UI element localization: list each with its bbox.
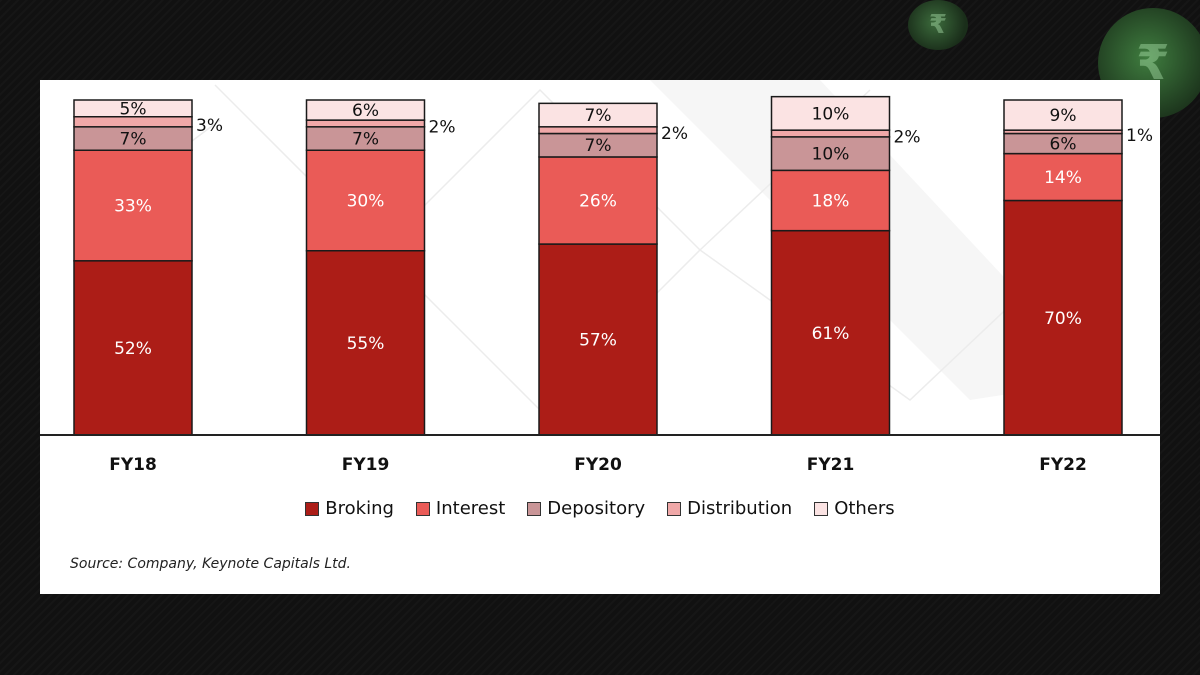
chart-panel: 52% 33% 7% 3% 5% 55% 30% 7% 2% 6% 57% 26% 7% 2% 7% 61% 1… [40,80,1160,594]
data-label-distribution-fy18: 3% [196,116,223,136]
bar-segment-broking-fy21 [770,229,891,436]
data-label-interest-fy22: 14% [1044,168,1082,188]
category-label-fy22: FY22 [1039,455,1087,475]
legend-item-depository: Depository [527,498,645,519]
stacked-bar-chart: 52% 33% 7% 3% 5% 55% 30% 7% 2% 6% 57% 26% 7% 2% 7% 61% 1… [40,80,1160,475]
legend-label-depository: Depository [547,498,646,519]
bar-segment-others-fy19 [305,99,426,121]
bar-segment-interest-fy19 [305,149,426,252]
data-label-broking-fy18: 52% [114,339,152,359]
rupee-coin-icon: ₹ [908,0,968,50]
legend-item-broking: Broking [305,498,394,519]
legend-label-distribution: Distribution [687,498,793,519]
legend-label-broking: Broking [325,498,394,519]
data-label-interest-fy19: 30% [347,192,385,212]
data-label-depository-fy20: 7% [585,136,612,156]
legend-label-interest: Interest [435,498,506,519]
data-label-broking-fy22: 70% [1044,309,1082,329]
data-label-others-fy21: 10% [812,104,850,124]
data-label-interest-fy20: 26% [579,192,617,212]
data-label-interest-fy21: 18% [812,192,850,212]
category-label-fy21: FY21 [807,455,855,475]
legend-item-others: Others [814,498,895,519]
data-label-broking-fy20: 57% [579,331,617,351]
bar-segment-distribution-fy20 [538,126,658,135]
bar-segment-distribution-fy21 [770,129,891,138]
data-label-others-fy18: 5% [120,99,147,119]
data-label-distribution-fy19: 2% [429,117,456,137]
data-label-depository-fy19: 7% [352,130,379,150]
data-label-depository-fy18: 7% [120,130,147,150]
bar-segment-broking-fy18 [73,260,193,436]
legend-swatch-depository [527,501,542,516]
legend-swatch-interest [415,501,430,516]
category-label-fy19: FY19 [342,455,390,475]
bar-segment-broking-fy19 [305,250,426,436]
bar-segment-others-fy20 [538,102,658,128]
bar-segment-others-fy18 [73,99,193,118]
category-label-fy18: FY18 [109,455,157,475]
data-label-depository-fy22: 6% [1050,135,1077,155]
bar-segment-interest-fy18 [73,149,193,262]
bar-segment-distribution-fy19 [305,119,426,128]
legend-item-interest: Interest [415,498,506,519]
bar-segment-interest-fy22 [1003,152,1123,202]
bar-segment-others-fy22 [1003,99,1123,131]
category-label-fy20: FY20 [574,455,622,475]
legend-swatch-broking [305,501,320,516]
data-label-broking-fy21: 61% [812,324,850,344]
data-label-others-fy22: 9% [1050,106,1077,126]
legend-item-distribution: Distribution [667,498,792,519]
chart-legend: Broking Interest Depository Distribution Oth… [40,498,1160,519]
data-label-depository-fy21: 10% [812,145,850,165]
bar-segment-interest-fy20 [538,156,658,245]
bar-segment-others-fy21 [770,95,891,131]
data-label-distribution-fy21: 2% [894,128,921,148]
data-label-others-fy19: 6% [352,101,379,121]
data-label-others-fy20: 7% [585,106,612,126]
source-note: Source: Company, Keynote Capitals Ltd. [70,556,352,572]
legend-swatch-others [814,501,829,516]
legend-label-others: Others [834,498,895,519]
data-label-broking-fy19: 55% [347,334,385,354]
legend-swatch-distribution [667,501,682,516]
data-label-distribution-fy22: 1% [1126,126,1153,146]
bar-segment-depository-fy21 [770,136,891,172]
data-label-interest-fy18: 33% [114,197,152,217]
data-label-distribution-fy20: 2% [661,124,688,144]
bar-segment-broking-fy22 [1003,199,1123,436]
